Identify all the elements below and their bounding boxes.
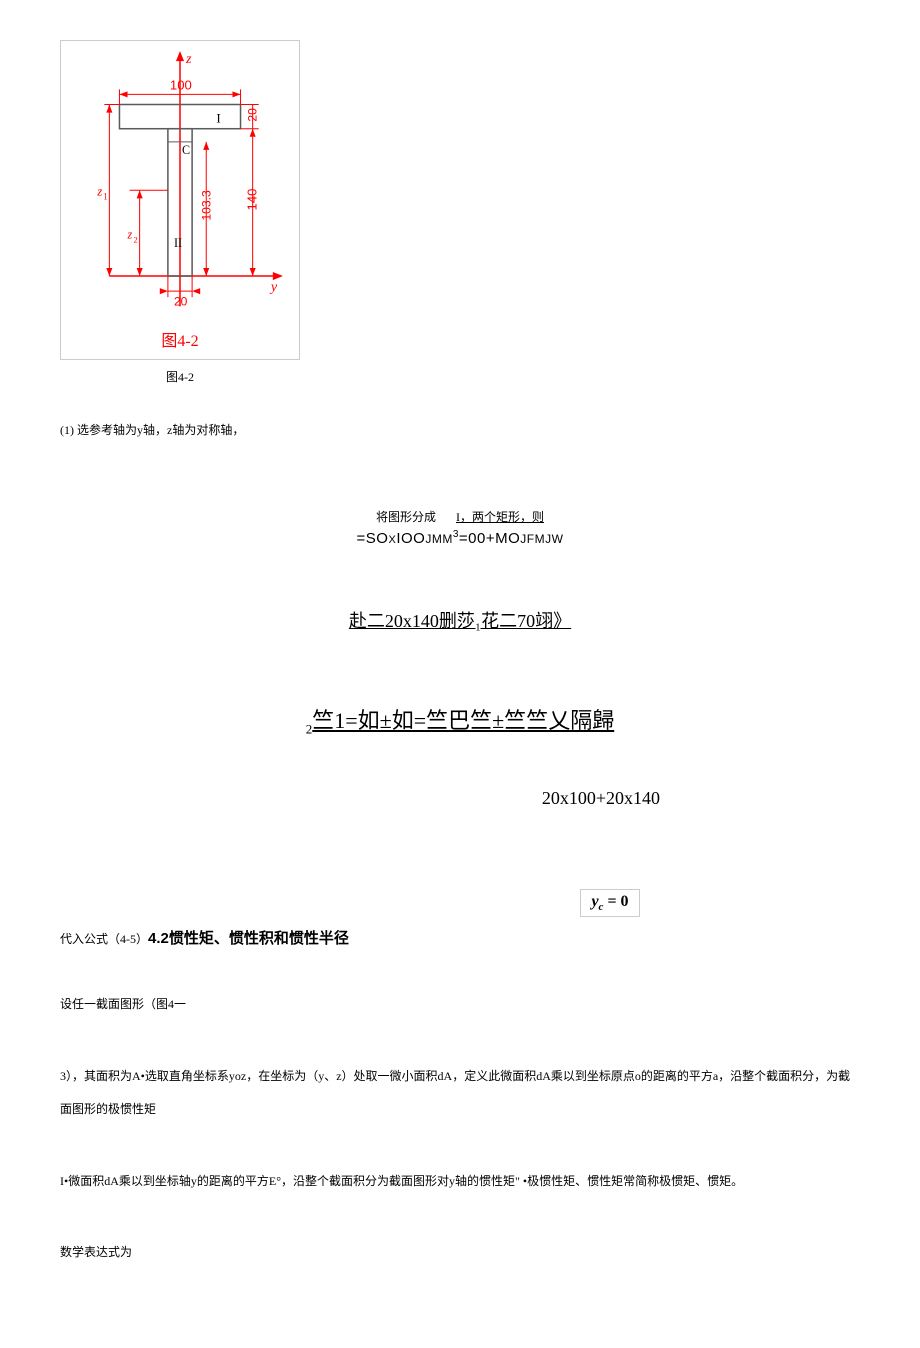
equation-5-box: yc = 0 bbox=[580, 889, 639, 917]
paragraph-2: 3），其面积为A•选取直角坐标系yoz，在坐标为（y、z）处取一微小面积dA，定… bbox=[60, 1060, 860, 1127]
svg-text:I: I bbox=[216, 111, 220, 126]
svg-text:II: II bbox=[174, 236, 182, 250]
equation-3: 2竺1=如±如=竺巴竺±竺竺乂隔歸 bbox=[60, 703, 860, 737]
equation-block-1: 将图形分成 I，两个矩形，则 =SOxIOOJMM3=00+MOJFMJW bbox=[60, 508, 860, 547]
paragraph-1: 设任一截面图形（图4一 bbox=[60, 988, 860, 1022]
eq3-text: 竺1=如±如=竺巴竺±竺竺乂隔歸 bbox=[312, 708, 614, 733]
figure-caption-outer: 图4-2 bbox=[60, 368, 300, 385]
eq1-line2: =SOxIOOJMM3=00+MOJFMJW bbox=[60, 529, 860, 547]
equation-2: 赴二20x140删莎₁花二70翊》 bbox=[60, 607, 860, 633]
eq1-line1: 将图形分成 I，两个矩形，则 bbox=[60, 508, 860, 525]
svg-text:z: z bbox=[127, 228, 133, 242]
figure-4-2-svg: z y 100 20 140 z 1 bbox=[69, 49, 291, 321]
svg-text:140: 140 bbox=[245, 189, 260, 211]
section-heading: 4.2惯性矩、惯性积和惯性半径 bbox=[148, 930, 349, 947]
svg-text:20: 20 bbox=[174, 294, 188, 308]
svg-text:z: z bbox=[96, 183, 102, 198]
svg-text:2: 2 bbox=[134, 236, 138, 245]
equation-4: 20x100+20x140 bbox=[60, 788, 860, 809]
svg-text:20: 20 bbox=[246, 108, 260, 122]
section-prefix: 代入公式（4-5） bbox=[60, 932, 148, 946]
section-line: 代入公式（4-5）4.2惯性矩、惯性积和惯性半径 bbox=[60, 927, 860, 948]
step-1-text: (1) 选参考轴为y轴，z轴为对称轴， bbox=[60, 421, 860, 438]
eq5-var: y bbox=[591, 893, 598, 910]
figure-caption-inner: 图4-2 bbox=[69, 327, 291, 351]
svg-text:103.3: 103.3 bbox=[199, 190, 213, 221]
paragraph-4: 数学表达式为 bbox=[60, 1236, 860, 1270]
eq1-line1-a: 将图形分成 bbox=[376, 510, 436, 524]
svg-text:1: 1 bbox=[103, 191, 108, 201]
figure-4-2-box: z y 100 20 140 z 1 bbox=[60, 40, 300, 360]
svg-text:C: C bbox=[182, 143, 190, 157]
equation-5-wrap: yc = 0 bbox=[60, 889, 860, 917]
eq1-line1-b: I，两个矩形，则 bbox=[456, 510, 544, 524]
paragraph-3: I•微面积dA乘以到坐标轴y的距离的平方E°，沿整个截面积分为截面图形对y轴的惯… bbox=[60, 1165, 860, 1199]
svg-text:y: y bbox=[269, 279, 278, 295]
svg-text:z: z bbox=[185, 51, 192, 67]
svg-text:100: 100 bbox=[170, 77, 192, 92]
eq5-rhs: = 0 bbox=[603, 893, 628, 910]
